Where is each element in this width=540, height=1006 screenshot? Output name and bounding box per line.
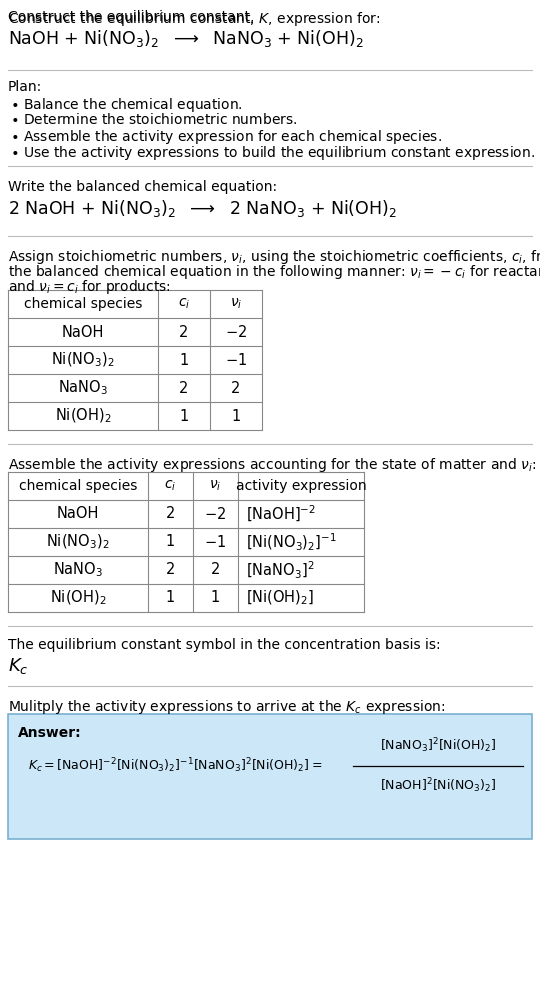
Text: $c_i$: $c_i$ [178,297,190,311]
Text: 2: 2 [179,325,188,339]
Text: $\bullet$ Assemble the activity expression for each chemical species.: $\bullet$ Assemble the activity expressi… [10,128,442,146]
Text: $[\mathrm{Ni(OH)_2}]$: $[\mathrm{Ni(OH)_2}]$ [246,589,314,608]
Text: $\nu_i$: $\nu_i$ [210,479,222,493]
Text: Ni(OH)$_2$: Ni(OH)$_2$ [50,589,106,608]
Text: $-$1: $-$1 [225,352,247,368]
Text: 1: 1 [179,408,188,424]
Text: The equilibrium constant symbol in the concentration basis is:: The equilibrium constant symbol in the c… [8,638,441,652]
Text: Plan:: Plan: [8,80,42,94]
Text: Ni(NO$_3$)$_2$: Ni(NO$_3$)$_2$ [51,351,115,369]
Text: Write the balanced chemical equation:: Write the balanced chemical equation: [8,180,277,194]
Text: the balanced chemical equation in the following manner: $\nu_i = -c_i$ for react: the balanced chemical equation in the fo… [8,263,540,281]
Text: Construct the equilibrium constant, $K$, expression for:: Construct the equilibrium constant, $K$,… [8,10,381,28]
Text: Ni(NO$_3$)$_2$: Ni(NO$_3$)$_2$ [46,533,110,551]
Text: 1: 1 [166,534,175,549]
Text: $-$2: $-$2 [205,506,227,522]
FancyBboxPatch shape [8,714,532,839]
Text: $[\mathrm{NaOH}]^{2}[\mathrm{Ni(NO_3)_2}]$: $[\mathrm{NaOH}]^{2}[\mathrm{Ni(NO_3)_2}… [380,777,496,796]
Text: 1: 1 [231,408,241,424]
Text: $K_c$: $K_c$ [8,656,29,676]
Text: $[\mathrm{NaNO_3}]^{2}$: $[\mathrm{NaNO_3}]^{2}$ [246,559,314,580]
Text: $K_c = [\mathrm{NaOH}]^{-2}[\mathrm{Ni(NO_3)_2}]^{-1}[\mathrm{NaNO_3}]^{2}[\math: $K_c = [\mathrm{NaOH}]^{-2}[\mathrm{Ni(N… [28,757,322,776]
Text: $\bullet$ Determine the stoichiometric numbers.: $\bullet$ Determine the stoichiometric n… [10,112,298,127]
Text: 2: 2 [231,380,241,395]
Text: 2: 2 [179,380,188,395]
Text: $\nu_i$: $\nu_i$ [230,297,242,311]
Text: $-$2: $-$2 [225,324,247,340]
Text: Assign stoichiometric numbers, $\nu_i$, using the stoichiometric coefficients, $: Assign stoichiometric numbers, $\nu_i$, … [8,248,540,266]
Text: NaOH + Ni(NO$_3$)$_2$  $\longrightarrow$  NaNO$_3$ + Ni(OH)$_2$: NaOH + Ni(NO$_3$)$_2$ $\longrightarrow$ … [8,28,364,49]
Text: and $\nu_i = c_i$ for products:: and $\nu_i = c_i$ for products: [8,278,171,296]
Text: 1: 1 [179,352,188,367]
Text: 2: 2 [166,506,175,521]
Text: 1: 1 [166,591,175,606]
Text: NaOH: NaOH [62,325,104,339]
Text: chemical species: chemical species [24,297,142,311]
Text: $c_i$: $c_i$ [164,479,177,493]
Text: $\bullet$ Use the activity expressions to build the equilibrium constant express: $\bullet$ Use the activity expressions t… [10,144,535,162]
Text: NaNO$_3$: NaNO$_3$ [53,560,103,579]
Text: NaNO$_3$: NaNO$_3$ [58,378,108,397]
Text: chemical species: chemical species [19,479,137,493]
Text: activity expression: activity expression [235,479,366,493]
Text: Construct the equilibrium constant,: Construct the equilibrium constant, [8,10,259,24]
Text: 1: 1 [211,591,220,606]
Text: Assemble the activity expressions accounting for the state of matter and $\nu_i$: Assemble the activity expressions accoun… [8,456,536,474]
Text: 2 NaOH + Ni(NO$_3$)$_2$  $\longrightarrow$  2 NaNO$_3$ + Ni(OH)$_2$: 2 NaOH + Ni(NO$_3$)$_2$ $\longrightarrow… [8,198,397,219]
Text: Answer:: Answer: [18,726,82,740]
Text: $[\mathrm{NaOH}]^{-2}$: $[\mathrm{NaOH}]^{-2}$ [246,504,316,524]
Text: $[\mathrm{Ni(NO_3)_2}]^{-1}$: $[\mathrm{Ni(NO_3)_2}]^{-1}$ [246,531,337,552]
Text: Mulitply the activity expressions to arrive at the $K_c$ expression:: Mulitply the activity expressions to arr… [8,698,446,716]
Text: NaOH: NaOH [57,506,99,521]
Text: $\bullet$ Balance the chemical equation.: $\bullet$ Balance the chemical equation. [10,96,243,114]
Text: 2: 2 [166,562,175,577]
Text: 2: 2 [211,562,220,577]
Text: Ni(OH)$_2$: Ni(OH)$_2$ [55,406,111,426]
Text: $-$1: $-$1 [205,534,227,550]
Text: $[\mathrm{NaNO_3}]^{2}[\mathrm{Ni(OH)_2}]$: $[\mathrm{NaNO_3}]^{2}[\mathrm{Ni(OH)_2}… [380,736,496,756]
